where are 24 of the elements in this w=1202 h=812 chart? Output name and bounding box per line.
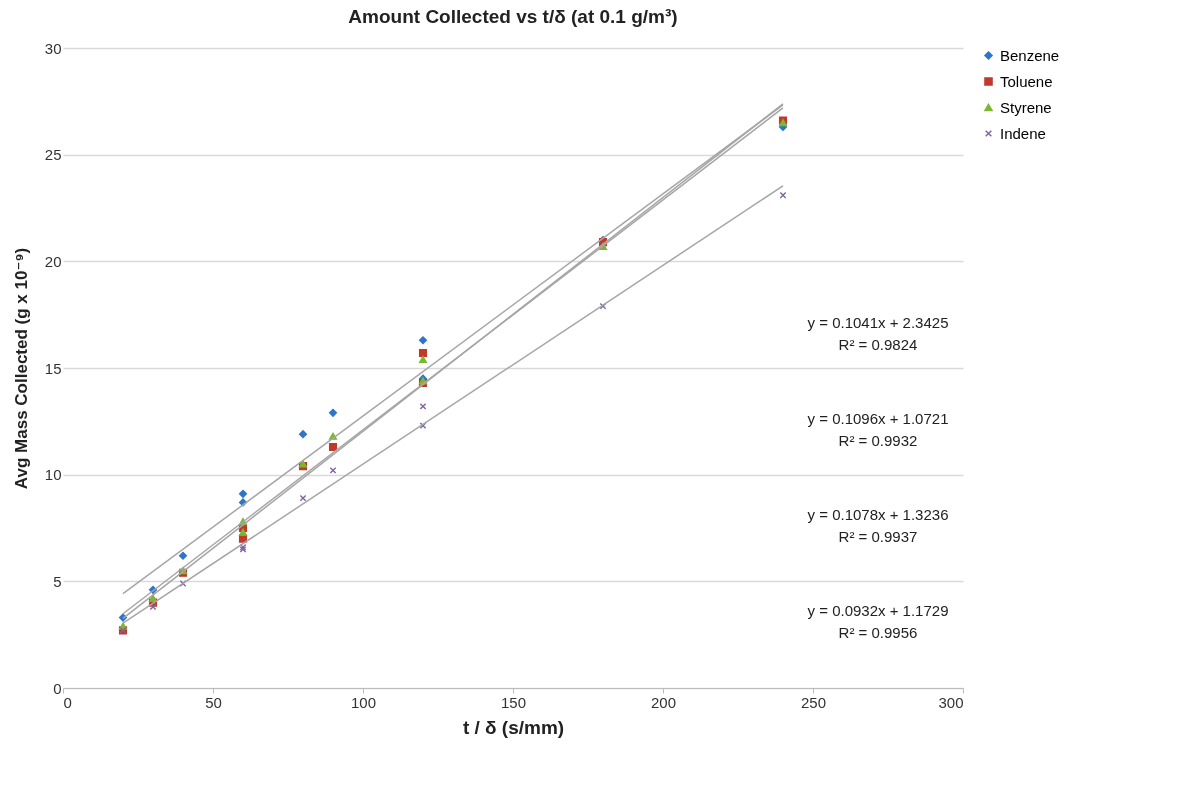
x-tick-label: 250 (800, 693, 827, 711)
y-axis-title: Avg Mass Collected (g x 10⁻⁹) (11, 247, 31, 490)
y-tick-label: 0 (53, 679, 62, 697)
y-tick-label: 5 (53, 572, 62, 590)
x-tick-label: 50 (205, 693, 222, 711)
legend-label: Indene (1000, 124, 1046, 142)
legend-label: Styrene (1000, 98, 1052, 116)
y-tick-label: 25 (44, 146, 62, 164)
annotation: y = 0.0932x + 1.1729 R² = 0.9956 (807, 602, 949, 642)
x-tick-label: 300 (938, 693, 964, 711)
x-axis-title: t / δ (s/mm) (462, 716, 565, 738)
annotation: y = 0.1041x + 2.3425 R² = 0.9824 (807, 314, 949, 354)
x-tick-label: 200 (650, 693, 677, 711)
annotation: y = 0.1096x + 1.0721 R² = 0.9932 (807, 410, 949, 450)
y-tick-label: 10 (44, 466, 62, 484)
y-tick-label: 15 (44, 359, 62, 377)
annotation: y = 0.1078x + 1.3236 R² = 0.9937 (807, 506, 949, 546)
chart-title: Amount Collected vs t/δ (at 0.1 g/m³) (348, 6, 678, 27)
y-tick-label: 20 (44, 252, 62, 270)
legend-label: Toluene (1000, 72, 1053, 90)
x-tick-label: 150 (500, 693, 527, 711)
legend-label: Benzene (1000, 46, 1060, 64)
x-tick-label: 100 (350, 693, 377, 711)
y-tick-label: 30 (44, 39, 62, 57)
